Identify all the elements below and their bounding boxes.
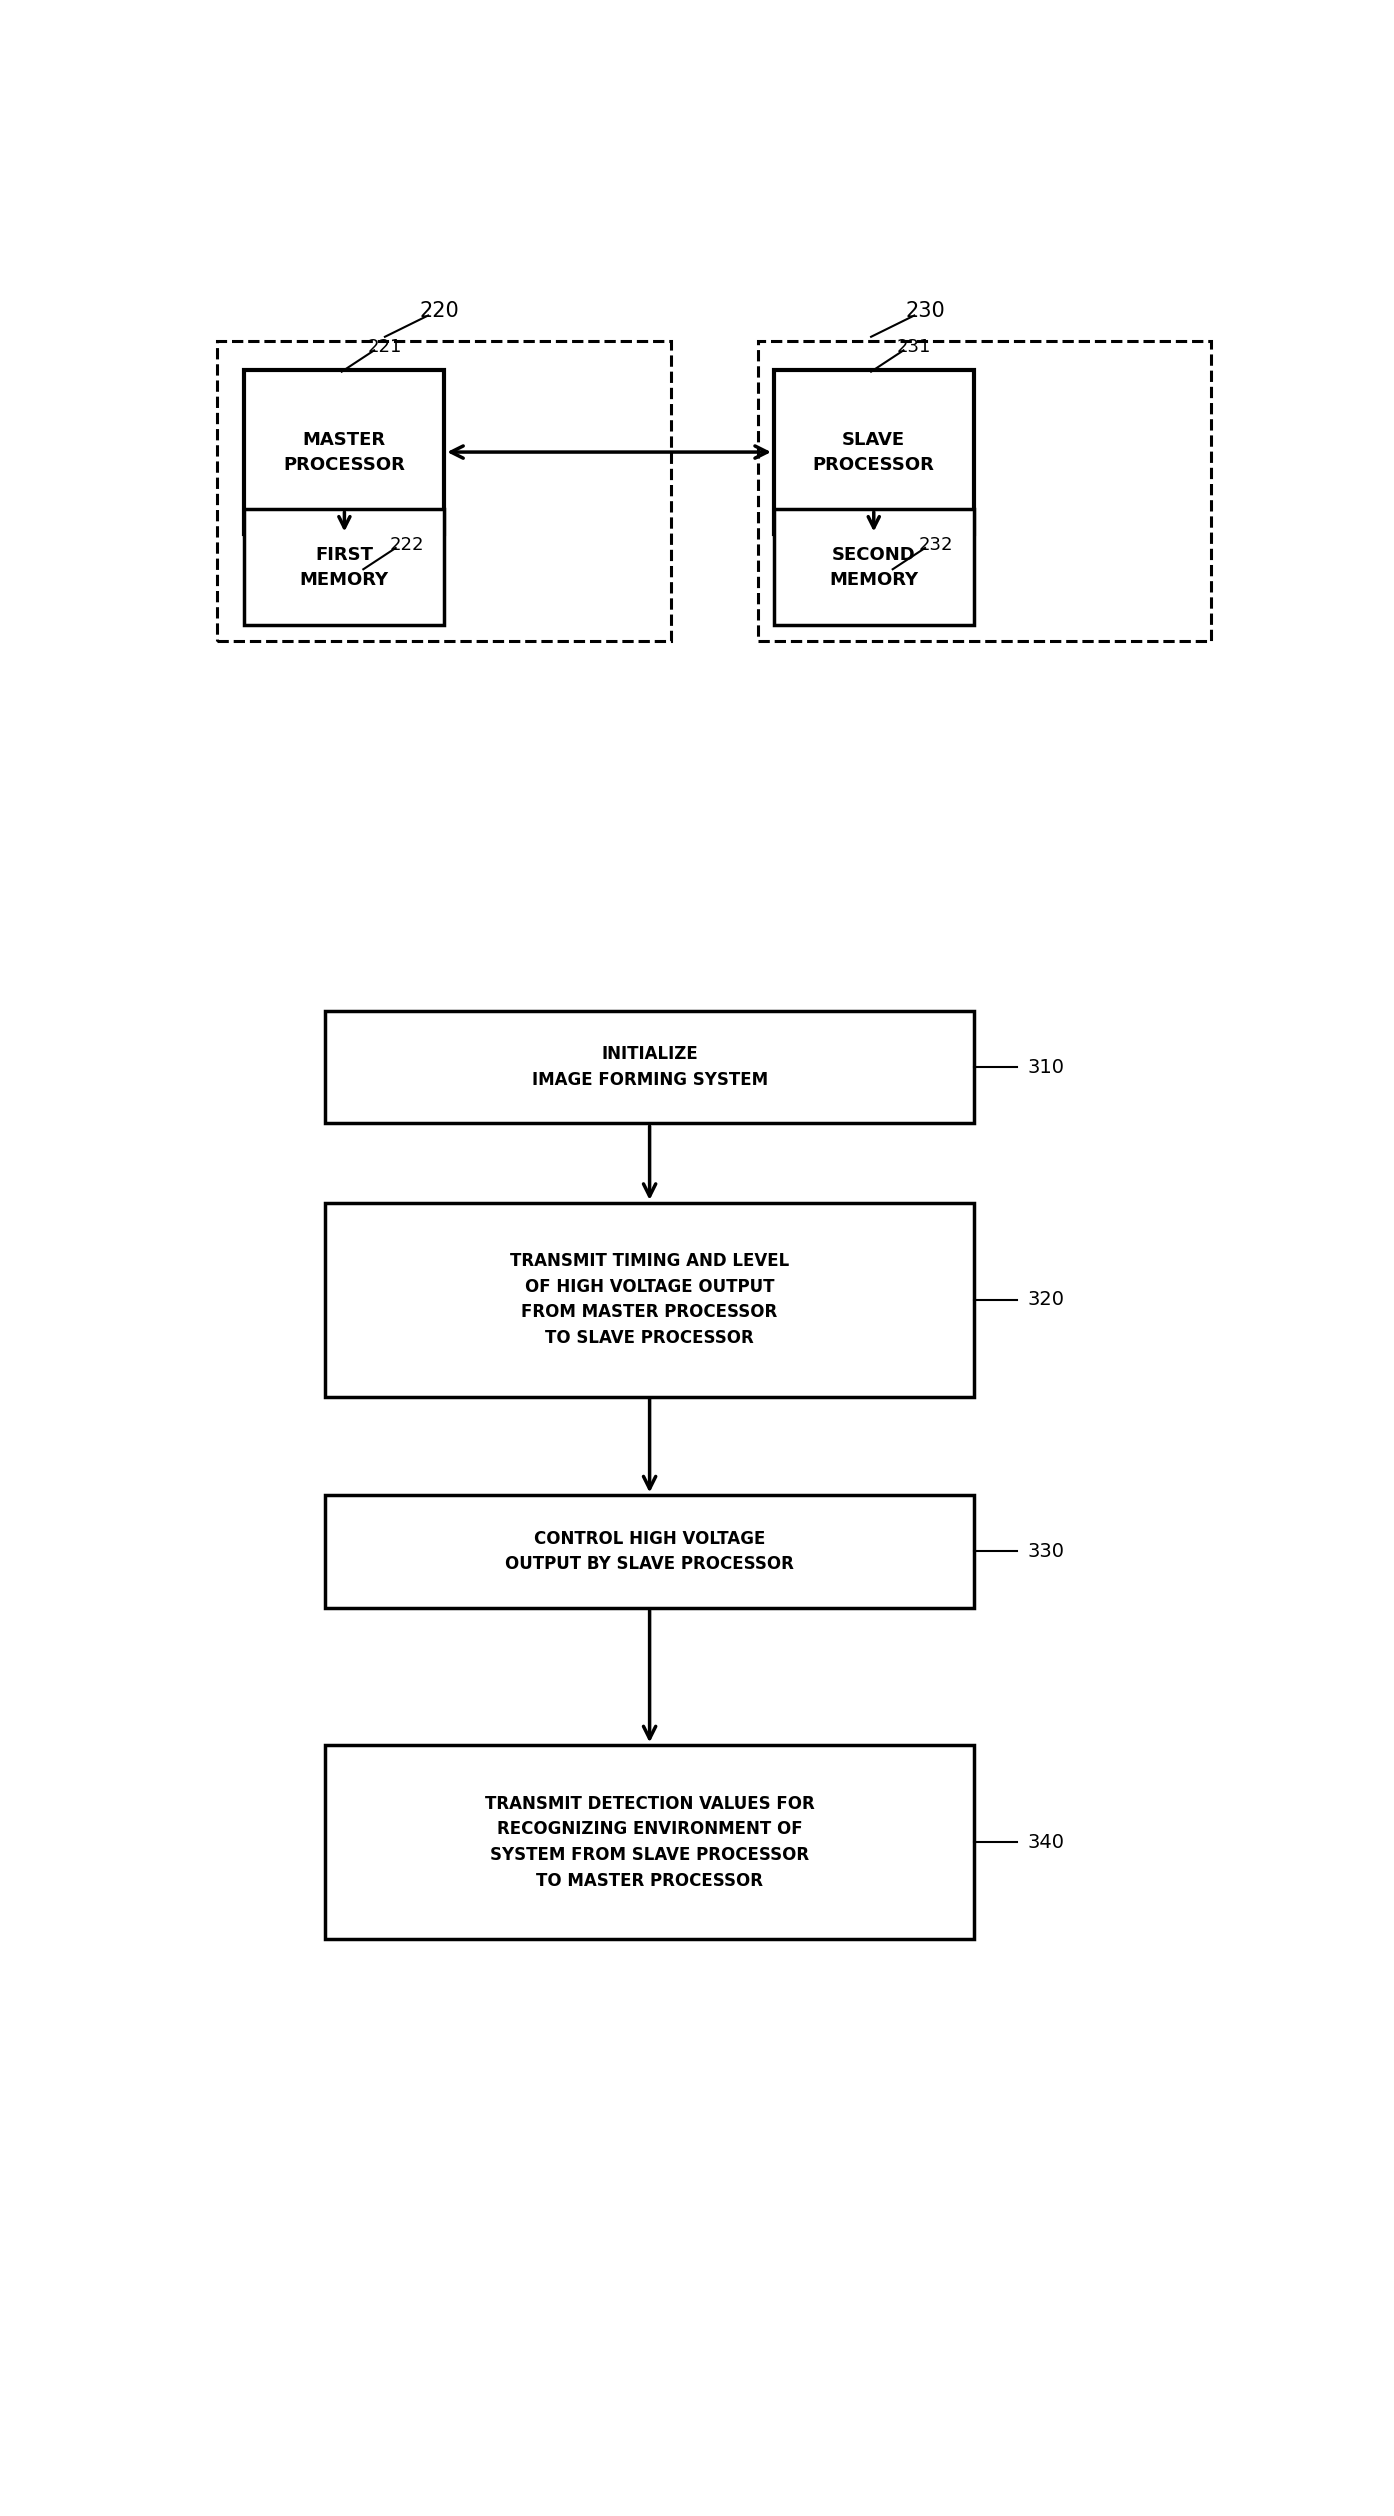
Text: MASTER
PROCESSOR: MASTER PROCESSOR: [283, 430, 406, 473]
Text: 230: 230: [905, 302, 945, 322]
Text: SECOND
MEMORY: SECOND MEMORY: [829, 546, 919, 589]
Bar: [774, 370, 974, 533]
Text: 221: 221: [368, 337, 401, 357]
Text: 310: 310: [1027, 1057, 1065, 1077]
Text: 340: 340: [1027, 1832, 1065, 1852]
Text: SLAVE
PROCESSOR: SLAVE PROCESSOR: [813, 430, 935, 473]
Bar: [326, 1746, 974, 1940]
Text: INITIALIZE
IMAGE FORMING SYSTEM: INITIALIZE IMAGE FORMING SYSTEM: [531, 1044, 768, 1089]
Text: CONTROL HIGH VOLTAGE
OUTPUT BY SLAVE PROCESSOR: CONTROL HIGH VOLTAGE OUTPUT BY SLAVE PRO…: [505, 1530, 795, 1572]
Text: TRANSMIT TIMING AND LEVEL
OF HIGH VOLTAGE OUTPUT
FROM MASTER PROCESSOR
TO SLAVE : TRANSMIT TIMING AND LEVEL OF HIGH VOLTAG…: [510, 1253, 789, 1346]
Bar: [244, 508, 445, 626]
Bar: [244, 370, 445, 533]
Bar: [758, 340, 1211, 642]
Bar: [217, 340, 672, 642]
Text: 330: 330: [1027, 1542, 1065, 1560]
Text: TRANSMIT DETECTION VALUES FOR
RECOGNIZING ENVIRONMENT OF
SYSTEM FROM SLAVE PROCE: TRANSMIT DETECTION VALUES FOR RECOGNIZIN…: [485, 1794, 814, 1890]
Text: FIRST
MEMORY: FIRST MEMORY: [300, 546, 389, 589]
Text: 220: 220: [420, 302, 459, 322]
Bar: [326, 1011, 974, 1122]
Text: 222: 222: [389, 536, 424, 554]
Text: 232: 232: [919, 536, 953, 554]
Text: 320: 320: [1027, 1291, 1065, 1308]
Text: 231: 231: [898, 337, 931, 357]
Bar: [326, 1495, 974, 1608]
Bar: [774, 508, 974, 626]
Bar: [326, 1203, 974, 1396]
